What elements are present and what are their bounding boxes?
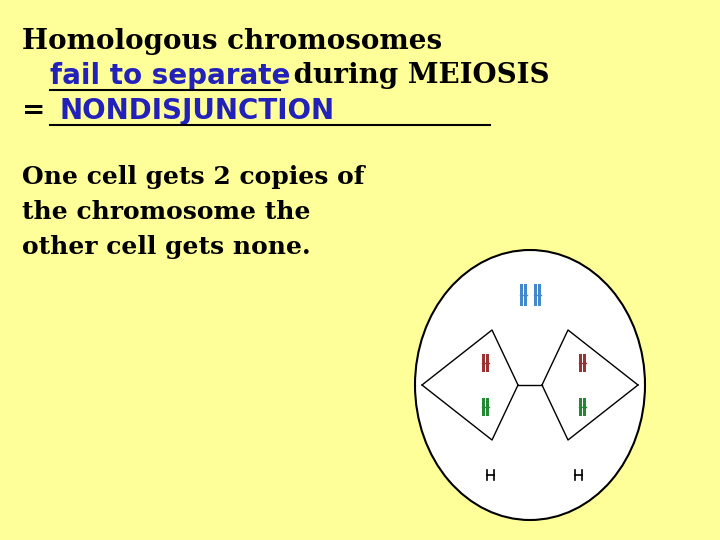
Ellipse shape [415,250,645,520]
Bar [482,398,485,416]
Bar [485,354,488,372]
Bar [534,284,536,306]
Bar [578,354,582,372]
Bar [582,398,585,416]
FancyBboxPatch shape [410,245,650,525]
Bar [482,354,485,372]
Text: One cell gets 2 copies of: One cell gets 2 copies of [22,165,364,189]
Text: =: = [22,97,45,124]
Text: fail to separate: fail to separate [50,62,290,90]
Bar [520,284,523,306]
Text: Homologous chromosomes: Homologous chromosomes [22,28,442,55]
Bar [578,398,582,416]
Bar [523,284,526,306]
Text: NONDISJUNCTION: NONDISJUNCTION [60,97,335,125]
Text: other cell gets none.: other cell gets none. [22,235,310,259]
Text: the chromosome the: the chromosome the [22,200,310,224]
Bar [538,284,541,306]
Bar [485,398,488,416]
Bar [582,354,585,372]
Text: during MEIOSIS: during MEIOSIS [284,62,549,89]
